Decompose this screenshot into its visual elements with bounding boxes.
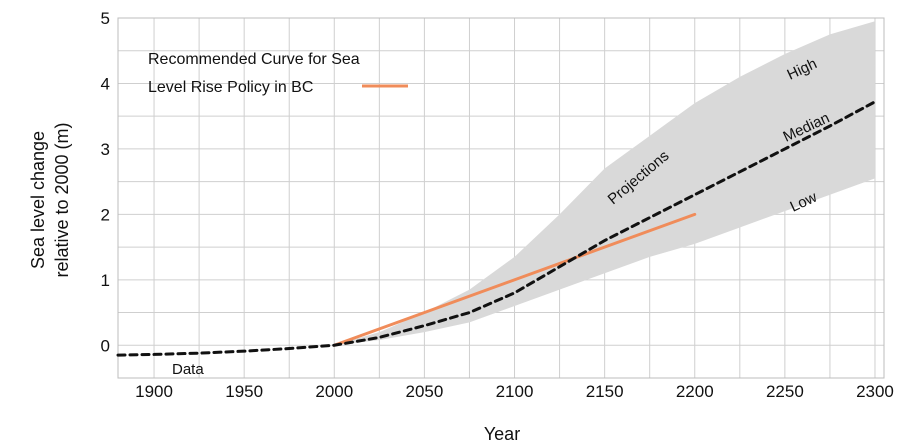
y-tick-label: 3 (101, 140, 110, 159)
legend-label-line-2: Level Rise Policy in BC (148, 79, 313, 96)
x-tick-label: 2200 (676, 382, 714, 401)
projection-band-layer (334, 21, 875, 346)
legend: Recommended Curve for Sea Level Rise Pol… (148, 51, 408, 96)
y-tick-label: 2 (101, 205, 110, 224)
plot-area-border (117, 17, 885, 379)
x-axis-label: Year (484, 424, 520, 444)
y-tick-label: 0 (101, 336, 110, 355)
x-tick-label: 2100 (496, 382, 534, 401)
projection-band (334, 21, 875, 346)
x-tick-label: 2150 (586, 382, 624, 401)
y-axis-label-line-2: relative to 2000 (m) (52, 122, 72, 277)
tick-labels: 1900 1950 2000 2050 2100 2150 2200 2250 2300 0 1 2 3… (101, 9, 894, 401)
series-line-recommended (332, 212, 697, 347)
y-axis-label-line-1: Sea level change (28, 131, 48, 269)
legend-label-line-1: Recommended Curve for Sea (148, 51, 360, 68)
x-tick-label: 1950 (225, 382, 263, 401)
y-tick-label: 1 (101, 271, 110, 290)
x-tick-label: 2000 (315, 382, 353, 401)
x-tick-label: 2050 (405, 382, 443, 401)
y-tick-label: 4 (101, 74, 110, 93)
series-layer (116, 100, 877, 357)
y-axis-label-group: Sea level change relative to 2000 (m) (28, 122, 72, 277)
x-tick-label: 1900 (135, 382, 173, 401)
series-line-median (116, 100, 877, 357)
annotation-data: Data (172, 361, 204, 378)
y-tick-label: 5 (101, 9, 110, 28)
x-tick-label: 2300 (856, 382, 894, 401)
x-tick-label: 2250 (766, 382, 804, 401)
